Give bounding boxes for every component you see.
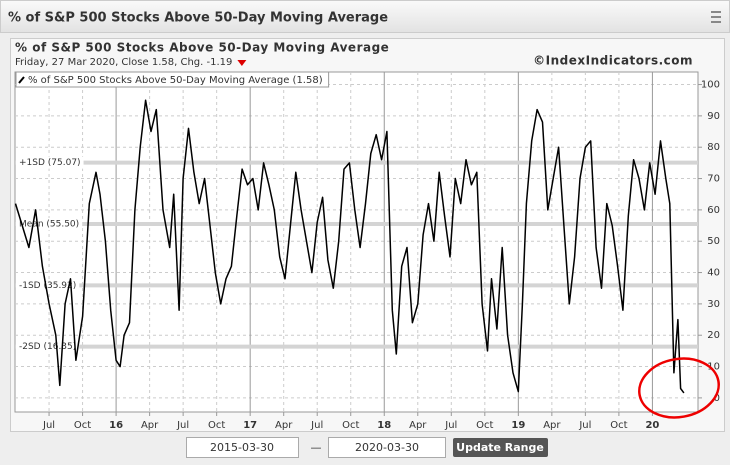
y-tick-label: 80 — [707, 142, 720, 153]
x-tick-label: Oct — [208, 420, 225, 431]
y-tick-label: 100 — [701, 80, 720, 91]
y-tick-label: 90 — [707, 111, 720, 122]
highlight-circle — [638, 357, 720, 419]
menu-icon[interactable] — [711, 11, 721, 23]
x-tick-label: Oct — [342, 420, 359, 431]
sd-label-bg — [16, 156, 84, 169]
x-tick-label: Jul — [578, 420, 591, 431]
change-down-icon — [237, 60, 247, 66]
x-tick-label: Jul — [42, 420, 55, 431]
header-title: % of S&P 500 Stocks Above 50-Day Moving … — [8, 11, 388, 26]
y-tick-label: 60 — [707, 205, 720, 216]
sd-band-label: -2SD (16.35) — [19, 342, 76, 352]
sd-band-label: Mean (55.50) — [19, 219, 79, 229]
y-tick-label: 70 — [707, 174, 720, 185]
y-tick-label: 0 — [714, 393, 720, 404]
legend-box — [15, 71, 330, 88]
sd-label-bg — [16, 340, 80, 353]
x-tick-label: 18 — [377, 420, 391, 431]
start-date: 2015-03-30 — [210, 441, 274, 454]
x-tick-label: Oct — [74, 420, 91, 431]
sd-label-bg — [16, 279, 80, 292]
y-tick-label: 30 — [707, 299, 720, 310]
legend-label: % of S&P 500 Stocks Above 50-Day Moving … — [28, 75, 323, 86]
x-tick-label: 20 — [645, 420, 659, 431]
x-tick-label: Jul — [444, 420, 457, 431]
plot-area — [14, 71, 699, 413]
x-tick-label: 16 — [109, 420, 123, 431]
x-tick-label: 19 — [511, 420, 525, 431]
header-bar — [0, 0, 730, 33]
x-tick-label: Oct — [610, 420, 627, 431]
y-tick-label: 40 — [707, 268, 720, 279]
y-tick-label: 20 — [707, 330, 720, 341]
legend-swatch — [18, 76, 25, 84]
x-tick-label: Apr — [409, 420, 427, 431]
x-tick-label: Apr — [141, 420, 159, 431]
update-range-label: Update Range — [456, 441, 544, 454]
x-tick-label: 17 — [243, 420, 257, 431]
y-tick-label: 10 — [707, 362, 720, 373]
x-tick-label: Apr — [275, 420, 293, 431]
end-date: 2020-03-30 — [355, 441, 419, 454]
end-date-input[interactable] — [328, 437, 446, 458]
start-date-input[interactable] — [186, 437, 299, 458]
update-range-button[interactable] — [453, 438, 548, 457]
date-separator: — — [311, 441, 322, 454]
x-tick-label: Oct — [476, 420, 493, 431]
sd-band-label: -1SD (35.92) — [19, 281, 76, 291]
x-tick-label: Jul — [176, 420, 189, 431]
series-line — [14, 99, 685, 394]
plot: 0 10 20 30 40 50 60 70 80 90 100 Jul Oct 16 Apr Jul Oct 1… — [14, 71, 720, 431]
x-tick-label: Apr — [543, 420, 561, 431]
y-tick-label: 50 — [707, 236, 720, 247]
x-tick-label: Jul — [310, 420, 323, 431]
sd-band-label: +1SD (75.07) — [19, 158, 81, 168]
watermark: ©IndexIndicators.com — [533, 54, 693, 68]
chart-subtitle: Friday, 27 Mar 2020, Close 1.58, Chg. -1… — [15, 57, 232, 68]
chart-title: % of S&P 500 Stocks Above 50-Day Moving … — [15, 41, 389, 55]
